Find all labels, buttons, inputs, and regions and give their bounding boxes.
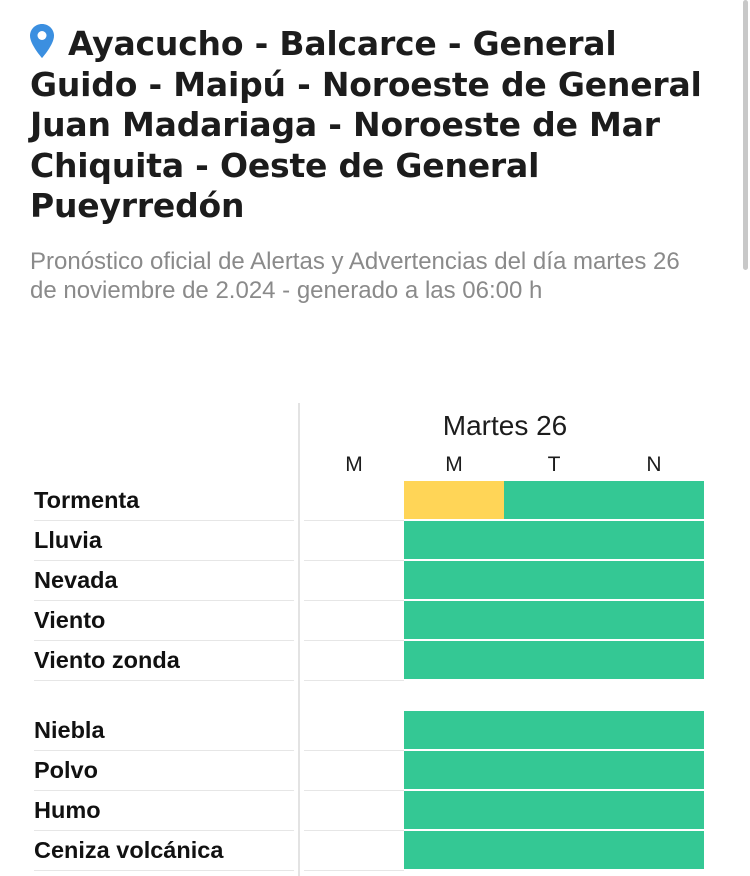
alert-cell-green[interactable] (404, 711, 504, 749)
row-separator (34, 790, 294, 791)
period-header-0: M (345, 453, 363, 476)
location-pin-icon (30, 24, 54, 58)
alert-cell-green[interactable] (504, 561, 604, 599)
alert-cell-green[interactable] (504, 481, 604, 519)
row-label: Viento (34, 607, 106, 633)
subtitle: Pronóstico oficial de Alertas y Adverten… (30, 247, 680, 304)
alert-cell-green[interactable] (504, 521, 604, 559)
scrollbar[interactable] (743, 0, 748, 270)
row-label: Niebla (34, 717, 105, 743)
row-separator (34, 600, 294, 601)
alert-cell-green[interactable] (604, 521, 704, 559)
row-label: Ceniza volcánica (34, 837, 224, 863)
row-separator (304, 870, 404, 871)
alert-cell-green[interactable] (404, 601, 504, 639)
period-header-1: M (445, 453, 463, 476)
row-label: Nevada (34, 567, 118, 593)
row-separator (304, 600, 404, 601)
table-divider (298, 403, 300, 876)
row-separator (34, 750, 294, 751)
row-separator (304, 830, 404, 831)
alert-cell-green[interactable] (604, 791, 704, 829)
alert-cell-green[interactable] (604, 641, 704, 679)
row-separator (304, 790, 404, 791)
row-separator (304, 680, 404, 681)
row-separator (304, 750, 404, 751)
alert-cell-green[interactable] (404, 561, 504, 599)
alert-cell-green[interactable] (404, 521, 504, 559)
alert-cell-green[interactable] (604, 831, 704, 869)
row-separator (34, 680, 294, 681)
period-header-3: N (646, 453, 662, 476)
row-separator (304, 560, 404, 561)
alert-cell-green[interactable] (504, 641, 604, 679)
row-separator (34, 560, 294, 561)
row-separator (34, 870, 294, 871)
row-separator (34, 640, 294, 641)
alert-cell-green[interactable] (504, 751, 604, 789)
row-label: Tormenta (34, 487, 140, 513)
row-label: Humo (34, 797, 101, 823)
alert-cell-green[interactable] (404, 641, 504, 679)
alert-cell-green[interactable] (504, 831, 604, 869)
alert-cell-green[interactable] (404, 751, 504, 789)
alert-cell-green[interactable] (504, 711, 604, 749)
alert-cell-green[interactable] (504, 791, 604, 829)
row-separator (34, 520, 294, 521)
alert-cell-green[interactable] (504, 601, 604, 639)
row-label: Viento zonda (34, 647, 180, 673)
header: Ayacucho - Balcarce - General Guido - Ma… (30, 24, 720, 305)
alert-cell-green[interactable] (404, 831, 504, 869)
row-label: Polvo (34, 757, 98, 783)
row-separator (304, 640, 404, 641)
alert-cell-green[interactable] (604, 561, 704, 599)
period-header-2: T (547, 453, 561, 476)
day-label: Martes 26 (442, 410, 568, 441)
alert-cell-green[interactable] (604, 481, 704, 519)
row-separator (304, 520, 404, 521)
alert-cell-yellow[interactable] (404, 481, 504, 519)
page-title: Ayacucho - Balcarce - General Guido - Ma… (30, 24, 720, 227)
alert-cell-green[interactable] (604, 751, 704, 789)
alert-cell-green[interactable] (604, 601, 704, 639)
title-text: Ayacucho - Balcarce - General Guido - Ma… (30, 24, 702, 225)
alert-cell-green[interactable] (404, 791, 504, 829)
row-separator (34, 830, 294, 831)
row-label: Lluvia (34, 527, 102, 553)
alert-cell-green[interactable] (604, 711, 704, 749)
